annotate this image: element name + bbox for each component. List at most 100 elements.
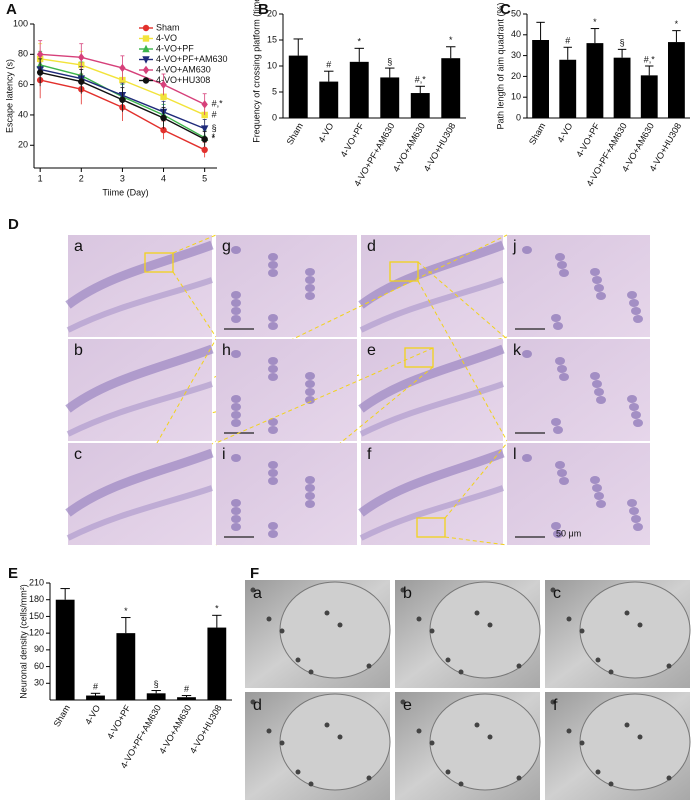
nucleus <box>279 693 391 791</box>
cell <box>553 530 563 538</box>
cell <box>231 403 241 411</box>
zoom-line <box>444 442 508 519</box>
point <box>160 126 167 134</box>
organelle <box>566 616 572 622</box>
em-label: b <box>403 585 412 602</box>
tissue-band <box>65 240 214 309</box>
tissue-band <box>66 277 213 333</box>
cell <box>557 365 567 373</box>
em-image: a <box>245 580 391 688</box>
cell <box>305 388 315 396</box>
cell <box>268 522 278 530</box>
x-tick-label: Sham <box>527 121 547 146</box>
x-tick-label: 4-VO+HU308 <box>422 121 458 173</box>
x-tick-label: 4-VO <box>316 121 335 144</box>
y-tick-label: 50 <box>511 8 521 18</box>
organelle <box>458 669 464 675</box>
cell <box>268 461 278 469</box>
organelle <box>416 728 422 734</box>
micrograph: d <box>116 234 508 431</box>
panel-label: C <box>500 1 511 18</box>
zoom-box <box>144 252 174 273</box>
cell <box>557 261 567 269</box>
cell <box>522 350 532 358</box>
organelle <box>416 616 422 622</box>
organelle <box>579 628 585 634</box>
significance-label: # <box>326 60 331 70</box>
x-tick-label: 4-VO <box>83 703 102 726</box>
organelle <box>337 622 343 628</box>
x-tick-label: 4-VO <box>555 121 574 144</box>
bar <box>559 59 577 118</box>
panel-label: E <box>8 565 18 582</box>
cell <box>268 314 278 322</box>
organelle <box>366 775 372 781</box>
cell <box>596 396 606 404</box>
micrograph: a <box>65 234 217 338</box>
em-image: f <box>545 692 691 800</box>
cell <box>522 246 532 254</box>
cell <box>631 515 641 523</box>
significance-label: * <box>212 134 216 144</box>
cell <box>633 315 643 323</box>
cell <box>305 396 315 404</box>
cell <box>305 476 315 484</box>
cell <box>594 492 604 500</box>
cell <box>231 523 241 531</box>
x-tick-label: 4-VO+AM630 <box>391 121 427 173</box>
cell <box>305 380 315 388</box>
bar <box>207 627 227 700</box>
y-tick-label: 210 <box>29 577 44 587</box>
zoom-line <box>172 271 217 338</box>
y-tick-label: 10 <box>511 92 521 102</box>
x-tick-label: 5 <box>202 173 207 183</box>
y-tick-label: 180 <box>29 594 44 604</box>
organelle <box>608 781 614 787</box>
micrograph: c <box>65 347 434 546</box>
y-tick-label: 10 <box>267 60 277 70</box>
cell <box>268 426 278 434</box>
cell <box>553 322 563 330</box>
micrograph: k <box>507 339 650 441</box>
zoom-box <box>404 347 434 368</box>
x-tick-label: 4-VO+PF <box>105 703 133 741</box>
bar <box>441 58 461 118</box>
legend-marker <box>142 44 150 53</box>
cell <box>559 373 569 381</box>
y-axis-label: Frequency of crossing platform (times) <box>251 0 261 143</box>
significance-label: # <box>565 36 570 46</box>
organelle <box>595 657 601 663</box>
y-tick-label: 80 <box>18 49 28 59</box>
cell <box>305 492 315 500</box>
cell <box>305 484 315 492</box>
organelle <box>429 740 435 746</box>
micrograph-label: k <box>513 342 522 359</box>
legend-label: 4-VO+AM630 <box>156 64 211 74</box>
y-tick-label: 100 <box>13 18 28 28</box>
cell <box>268 469 278 477</box>
cell <box>631 307 641 315</box>
organelle <box>308 669 314 675</box>
x-tick-label: 4-VO+PF <box>338 121 366 159</box>
point <box>201 111 208 119</box>
x-tick-label: 4-VO+AM630 <box>157 703 193 755</box>
micrograph-label: i <box>222 446 226 463</box>
y-tick-label: 30 <box>34 678 44 688</box>
legend-marker <box>142 77 150 84</box>
cell <box>629 403 639 411</box>
em-label: a <box>253 585 262 602</box>
micrograph: i <box>216 443 357 545</box>
em-label: d <box>253 697 262 714</box>
cell <box>592 380 602 388</box>
organelle <box>487 622 493 628</box>
nucleus <box>429 581 541 679</box>
significance-label: § <box>154 679 159 689</box>
bar <box>177 697 196 700</box>
x-tick-label: 4 <box>161 173 166 183</box>
y-tick-label: 0 <box>516 112 521 122</box>
y-tick-label: 20 <box>511 71 521 81</box>
cell <box>590 372 600 380</box>
cell <box>305 284 315 292</box>
cell <box>627 291 637 299</box>
organelle <box>266 728 272 734</box>
